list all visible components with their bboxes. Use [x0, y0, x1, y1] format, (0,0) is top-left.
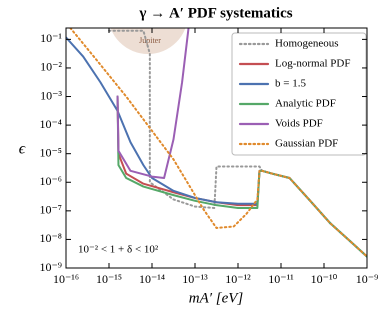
y-tick-label: 10⁻⁵: [39, 145, 62, 159]
annotation: 10⁻² < 1 + δ < 10²: [78, 244, 159, 256]
x-tick-label: 10⁻¹⁰: [311, 272, 338, 286]
jupiter-region: [110, 28, 186, 54]
y-tick-label: 10⁻⁴: [39, 117, 62, 131]
y-tick-label: 10⁻²: [40, 60, 62, 74]
plot-frame: [65, 27, 368, 269]
legend-label: Homogeneous: [275, 38, 339, 50]
x-tick-label: 10⁻¹²: [225, 272, 251, 286]
series-line: [69, 28, 367, 258]
legend-label: Gaussian PDF: [275, 138, 338, 150]
series-line: [116, 28, 190, 179]
x-tick-label: 10⁻¹⁶: [53, 272, 79, 286]
y-tick-label: 10⁻³: [40, 88, 62, 102]
legend: Homogeneous Log-normal PDF b = 1.5 Analytic…: [238, 38, 350, 150]
y-tick-label: 10⁻⁶: [39, 174, 62, 188]
y-axis-label: ϵ: [19, 141, 26, 158]
y-tick-label: 10⁻¹: [40, 31, 62, 45]
y-tick-label: 10⁻⁹: [39, 260, 62, 274]
x-tick-label: 10⁻¹⁴: [139, 272, 165, 286]
legend-label: b = 1.5: [275, 78, 306, 90]
lines: [66, 28, 367, 258]
legend-label: Log-normal PDF: [275, 58, 350, 70]
region-label: Jupiter: [139, 36, 161, 45]
jupiter-shade: [110, 28, 186, 54]
legend-label: Analytic PDF: [275, 98, 336, 110]
x-tick-label: 10⁻¹³: [182, 272, 208, 286]
chart-title: γ → A′ PDF systematics: [138, 5, 292, 21]
x-tick-label: 10⁻⁹: [356, 272, 379, 286]
legend-label: Voids PDF: [275, 118, 323, 130]
y-tick-label: 10⁻⁷: [39, 203, 62, 217]
x-axis-label: mA′ [eV]: [189, 290, 244, 306]
y-tick-label: 10⁻⁸: [39, 231, 62, 245]
x-tick-label: 10⁻¹⁵: [96, 272, 122, 286]
x-tick-label: 10⁻¹¹: [268, 272, 294, 286]
